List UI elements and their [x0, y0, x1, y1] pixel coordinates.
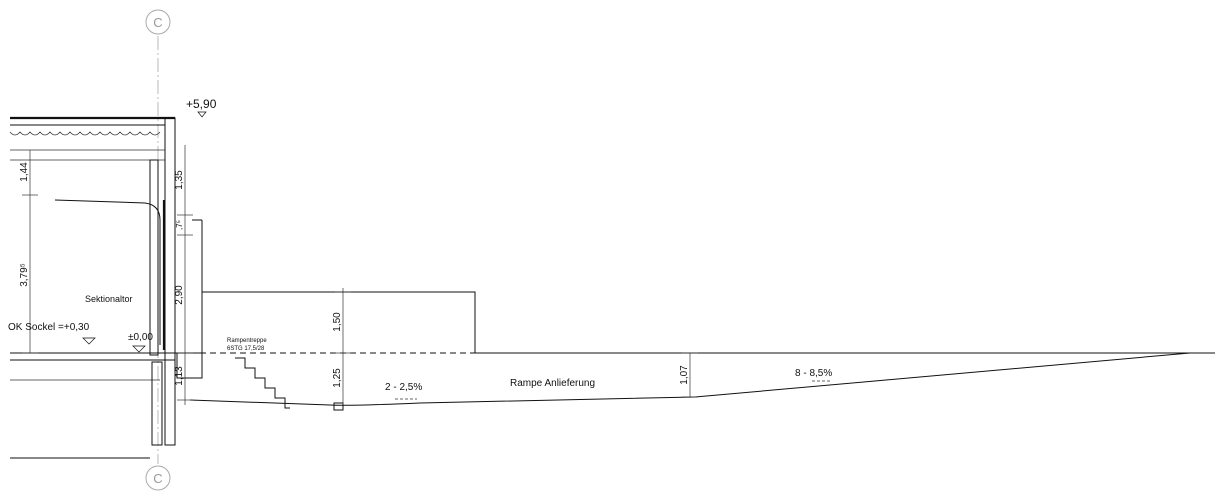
- level: ±0,00: [128, 332, 153, 343]
- grid-bubble: [145, 9, 171, 35]
- dimension: 1,25: [332, 368, 343, 388]
- label: 6STG 17,5/28: [227, 346, 265, 352]
- dimension-lines: [22, 111, 830, 405]
- dimension: 1,13: [174, 366, 185, 386]
- dimension: ,7⁵: [175, 220, 184, 230]
- label: 2 - 2,5%: [385, 382, 422, 393]
- building: [9, 116, 203, 459]
- label: 8 - 8,5%: [795, 368, 832, 379]
- dimension: 1,35: [174, 170, 185, 190]
- dimension: 1,07: [679, 365, 690, 385]
- grid-mark: C: [153, 15, 162, 30]
- dimension: 3,79⁵: [19, 263, 30, 287]
- level: OK Sockel =+0,30: [8, 322, 90, 333]
- grid-bubble: [145, 465, 171, 491]
- label: Sektionaltor: [85, 294, 133, 304]
- grid-mark: C: [153, 471, 162, 486]
- dimension: 2,90: [174, 285, 185, 305]
- level: +5,90: [186, 97, 217, 111]
- dimension: 1,50: [332, 312, 343, 332]
- dimension: 1,44: [19, 162, 30, 182]
- label: Rampe Anlieferung: [510, 378, 595, 389]
- site: [189, 219, 1215, 411]
- label: Rampentreppe: [227, 338, 267, 344]
